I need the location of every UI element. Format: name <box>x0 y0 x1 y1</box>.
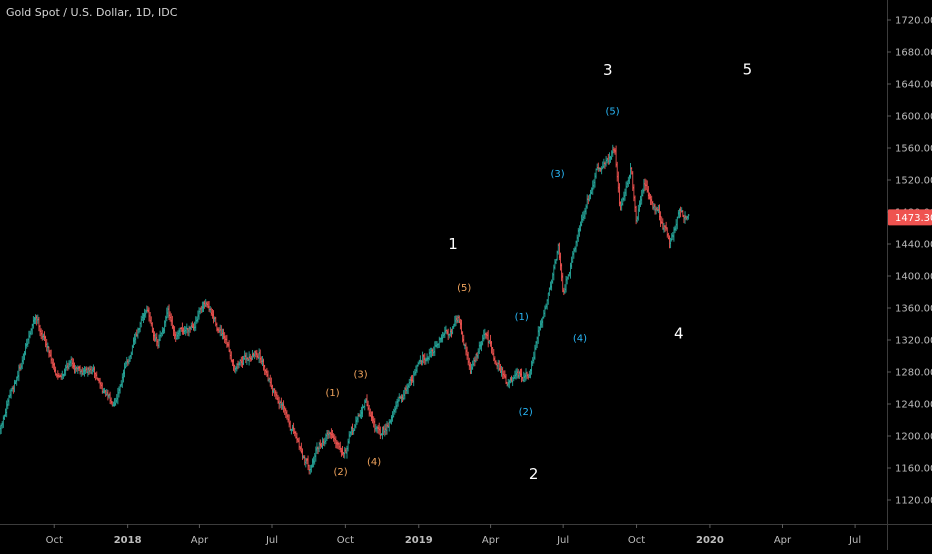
price-tick-label: 1520.00 <box>895 176 932 187</box>
wave-label-primary: 1 <box>448 235 458 253</box>
wave-label-primary: 3 <box>603 61 613 79</box>
price-tick-label: 1280.00 <box>895 368 932 379</box>
time-tick-label: Apr <box>774 535 792 546</box>
candle <box>54 366 57 376</box>
wave-label-minor: (3) <box>353 370 367 381</box>
wave-label-minor: (5) <box>457 283 471 294</box>
wave-labels-layer: (1) (2) (3) (4) (5) 1 2 (1) (2) (3) (4) (5) 3 4 5 <box>326 60 753 483</box>
price-tick-label: 1680.00 <box>895 48 932 59</box>
price-tick-label: 1560.00 <box>895 144 932 155</box>
candle <box>543 305 547 317</box>
price-tick-label: 1120.00 <box>895 496 932 507</box>
time-tick-label: Oct <box>628 535 645 546</box>
candle <box>676 216 679 230</box>
last-price-label: 1473.30 <box>895 213 932 224</box>
wave-label-minor: (5) <box>606 106 620 117</box>
price-tick-label: 1600.00 <box>895 112 932 123</box>
price-tick-label: 1360.00 <box>895 304 932 315</box>
time-tick-label: 2018 <box>114 535 142 546</box>
time-tick-label: Oct <box>46 535 63 546</box>
price-tick-label: 1400.00 <box>895 272 932 283</box>
last-price-marker: 1473.30 <box>888 209 932 226</box>
wave-label-minor: (1) <box>326 388 340 399</box>
price-tick-label: 1160.00 <box>895 464 932 475</box>
wave-label-minor: (4) <box>573 334 587 345</box>
time-tick-label: Jul <box>265 535 278 546</box>
wave-label-minor: (4) <box>367 457 381 468</box>
time-axis[interactable]: Oct 2018 Apr Jul Oct 2019 Apr Jul Oct 2020 Apr Jul <box>46 524 862 546</box>
chart-title: Gold Spot / U.S. Dollar, 1D, IDC <box>6 6 178 19</box>
wave-label-minor: (2) <box>519 407 533 418</box>
time-tick-label: Apr <box>191 535 209 546</box>
wave-label-minor: (2) <box>334 467 348 478</box>
time-tick-label: Oct <box>337 535 354 546</box>
price-tick-label: 1440.00 <box>895 240 932 251</box>
candle <box>379 426 382 440</box>
time-tick-label: Apr <box>482 535 500 546</box>
time-tick-label: Jul <box>848 535 861 546</box>
price-axis[interactable]: 1120.00 1160.00 1200.00 1240.00 1280.00 1320.… <box>887 16 932 507</box>
candle <box>687 214 690 220</box>
time-tick-label: Jul <box>556 535 569 546</box>
price-tick-label: 1720.00 <box>895 16 932 27</box>
time-tick-label: 2020 <box>696 535 724 546</box>
price-tick-label: 1200.00 <box>895 432 932 443</box>
last-price-badge <box>888 209 932 226</box>
wave-label-primary: 4 <box>674 324 684 342</box>
time-tick-label: 2019 <box>405 535 433 546</box>
wave-label-minor: (1) <box>515 312 529 323</box>
price-tick-label: 1320.00 <box>895 336 932 347</box>
price-tick-label: 1640.00 <box>895 80 932 91</box>
wave-label-primary: 5 <box>743 60 753 78</box>
candles-layer <box>0 144 690 475</box>
price-tick-label: 1240.00 <box>895 400 932 411</box>
wave-label-minor: (3) <box>550 169 564 180</box>
wave-label-primary: 2 <box>529 465 539 483</box>
